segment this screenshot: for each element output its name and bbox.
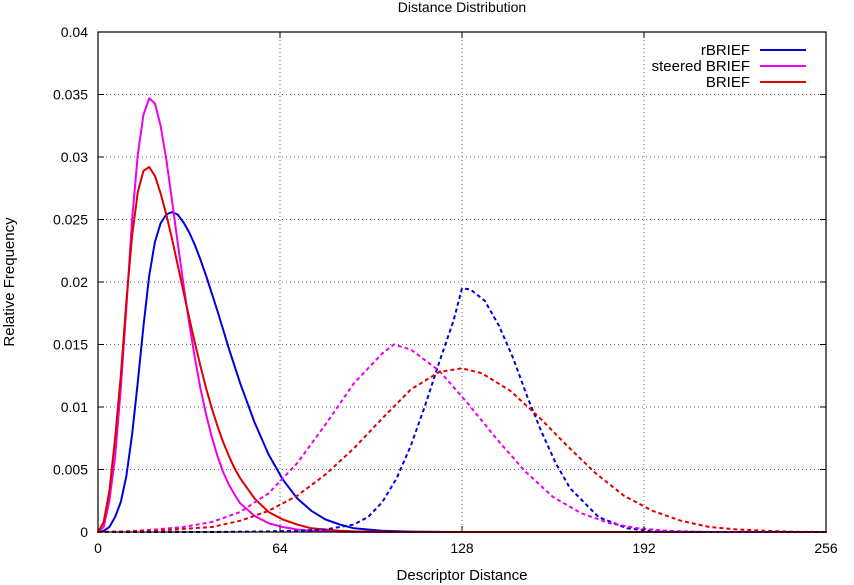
y-tick-label: 0.01 bbox=[61, 399, 88, 415]
legend-label-rbrief: rBRIEF bbox=[701, 42, 750, 59]
x-tick-label: 128 bbox=[450, 540, 474, 556]
y-tick-label: 0.02 bbox=[61, 274, 88, 290]
legend-label-brief: BRIEF bbox=[706, 74, 750, 91]
y-tick-label: 0.015 bbox=[53, 337, 88, 353]
unlabeled-dashed-line bbox=[97, 367, 827, 533]
x-tick-label: 64 bbox=[272, 540, 288, 556]
legend-label-steered-brief: steered BRIEF bbox=[652, 58, 750, 75]
axis-ticks: 0 64 128 192 256 0 0.005 0.01 0.015 0.02 0.025 0.03… bbox=[53, 24, 838, 556]
gridlines bbox=[98, 32, 826, 532]
steered-brief-solid-line bbox=[97, 97, 827, 533]
y-tick-label: 0.005 bbox=[53, 462, 88, 478]
x-tick-label: 256 bbox=[814, 540, 838, 556]
x-axis-label: Descriptor Distance bbox=[397, 567, 528, 584]
unlabeled-dashed-line bbox=[97, 343, 826, 533]
chart-title: Distance Distribution bbox=[398, 0, 526, 15]
y-tick-label: 0.035 bbox=[53, 87, 88, 103]
y-axis-label: Relative Frequency bbox=[1, 217, 18, 347]
y-tick-label: 0.025 bbox=[53, 212, 88, 228]
x-tick-label: 192 bbox=[632, 540, 656, 556]
brief-solid-line bbox=[97, 166, 827, 533]
y-tick-label: 0 bbox=[80, 524, 88, 540]
x-tick-label: 0 bbox=[94, 540, 102, 556]
series-lines bbox=[97, 97, 827, 533]
unlabeled-dashed-line bbox=[98, 287, 826, 533]
y-tick-label: 0.04 bbox=[61, 24, 88, 40]
y-tick-label: 0.03 bbox=[61, 149, 88, 165]
